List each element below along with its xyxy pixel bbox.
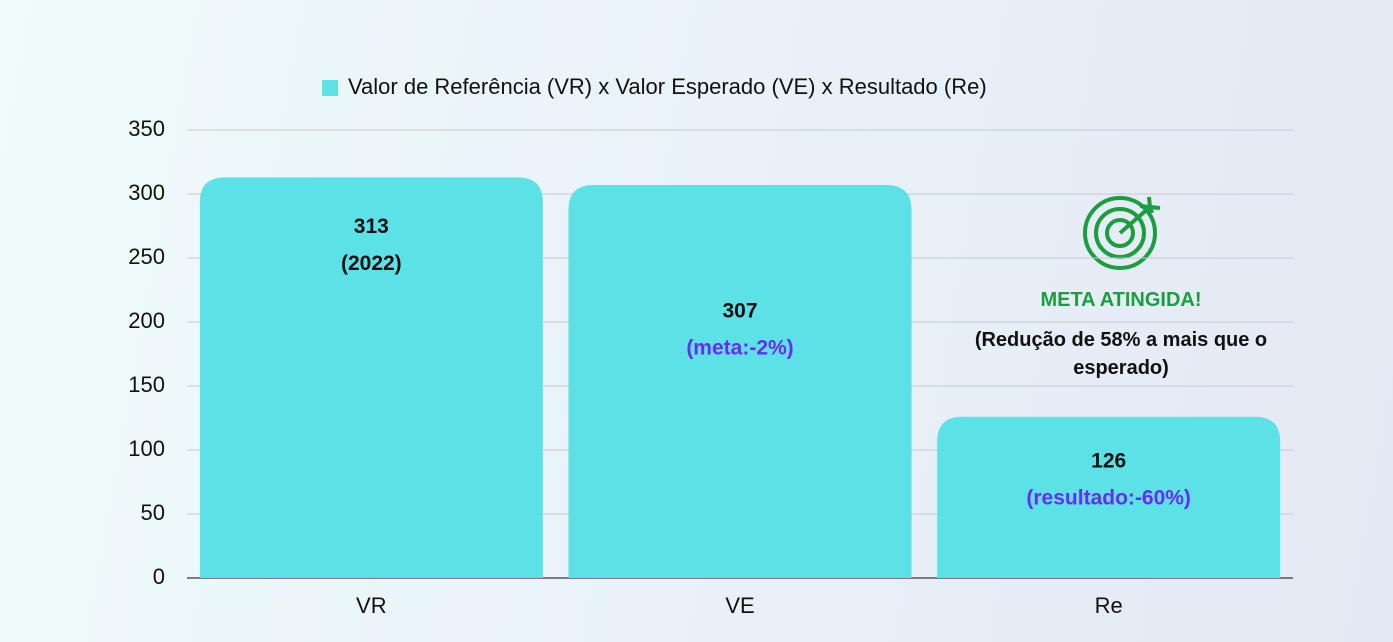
y-tick-label: 150 [128, 372, 165, 397]
x-tick-label: VE [725, 593, 754, 618]
value-note: (2022) [341, 252, 402, 275]
value-note: (resultado:-60%) [1026, 486, 1191, 509]
bar [199, 177, 543, 579]
bar [568, 185, 912, 579]
value-note: (meta:-2%) [686, 337, 793, 360]
y-tick-label: 250 [128, 244, 165, 269]
y-tick-label: 0 [153, 564, 165, 589]
x-tick-label: Re [1095, 593, 1123, 618]
annotation-text: (Redução de 58% a mais que o esperado) [974, 329, 1268, 379]
legend-label: Valor de Referência (VR) x Valor Esperad… [348, 74, 987, 99]
target-icon [1083, 196, 1161, 270]
annotation-title: META ATINGIDA! [1040, 289, 1202, 311]
legend-swatch [322, 80, 338, 96]
y-tick-label: 350 [128, 116, 165, 141]
bar [937, 416, 1281, 578]
y-tick-label: 50 [141, 500, 165, 525]
y-tick-label: 300 [128, 180, 165, 205]
data-label: 307 [722, 300, 757, 323]
x-tick-label: VR [356, 593, 387, 618]
data-label: 126 [1091, 449, 1126, 472]
data-label: 313 [354, 215, 389, 238]
y-tick-label: 200 [128, 308, 165, 333]
y-tick-label: 100 [128, 436, 165, 461]
